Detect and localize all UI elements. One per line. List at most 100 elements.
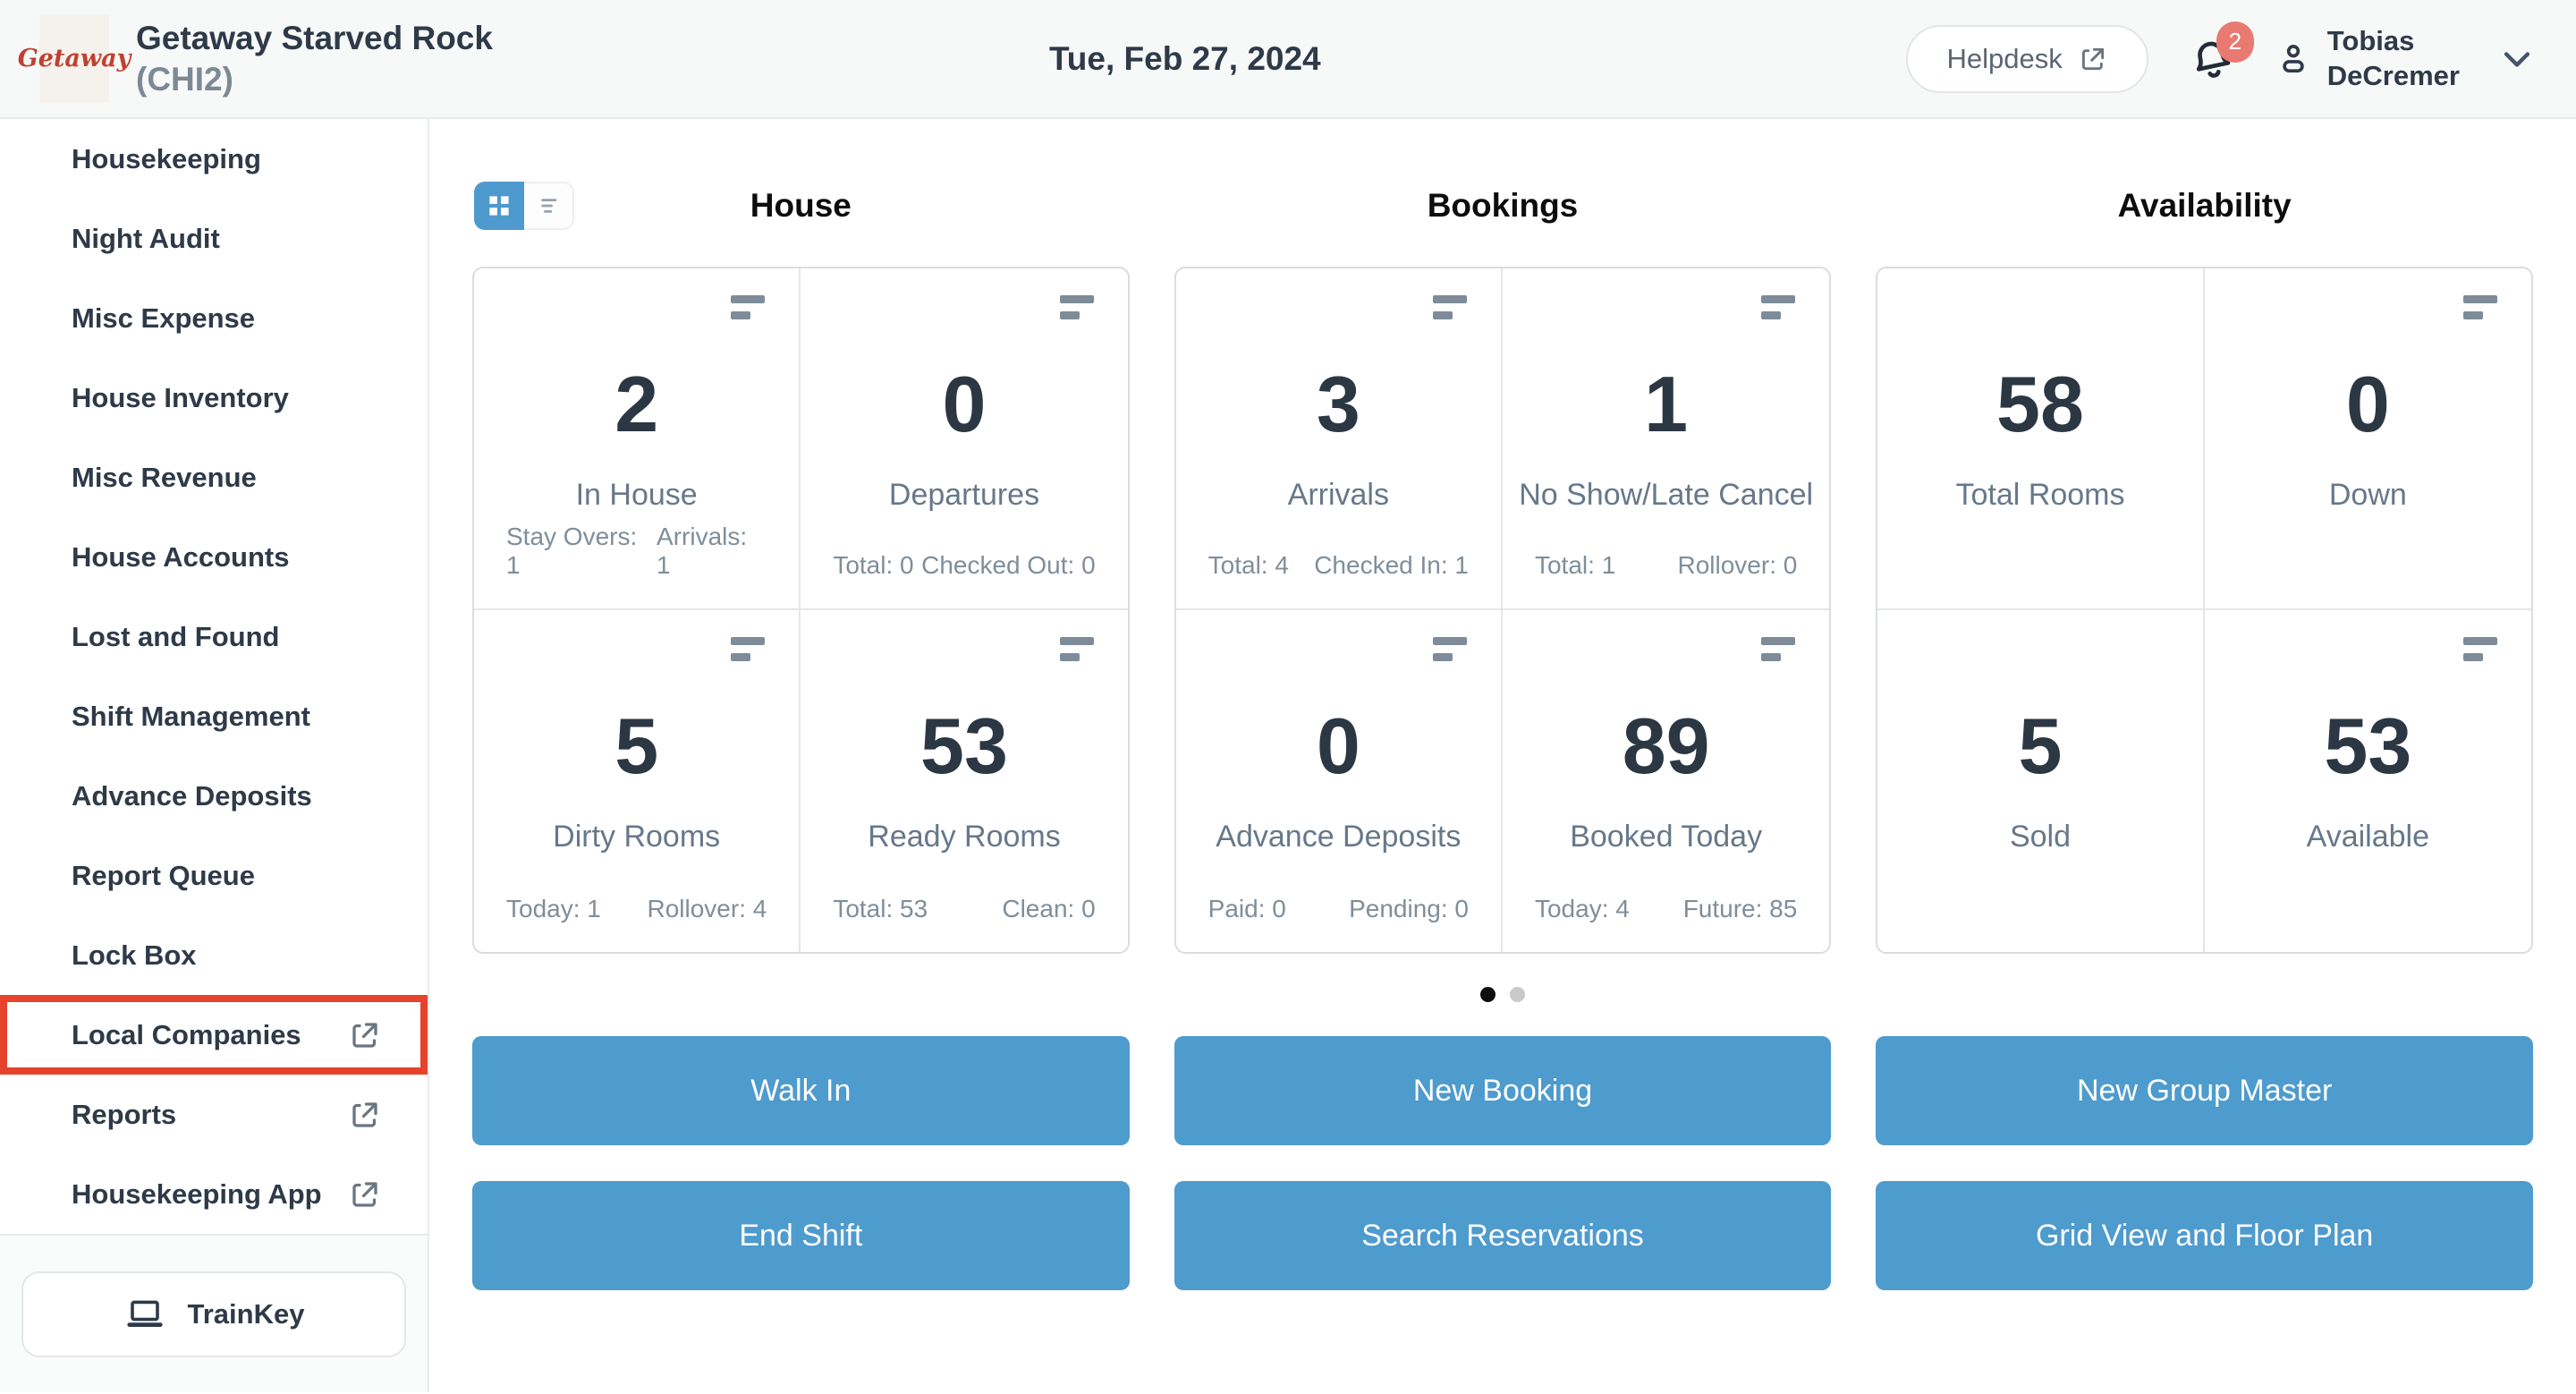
stat-value: 0: [2345, 360, 2390, 448]
stat-label: Available: [2306, 820, 2430, 854]
sidebar-item-local-companies[interactable]: Local Companies: [0, 995, 428, 1075]
sidebar-item-housekeeping-app[interactable]: Housekeeping App: [0, 1154, 428, 1234]
sidebar-item-label: House Accounts: [72, 540, 290, 573]
user-menu[interactable]: Tobias DeCremer: [2274, 24, 2460, 94]
stat-footer: Stay Overs: 1 Arrivals: 1: [506, 523, 767, 580]
stat-card-booked-today[interactable]: 89 Booked Today Today: 4 Future: 85: [1503, 610, 1829, 952]
panels: 2 In House Stay Overs: 1 Arrivals: 1 0 Depart…: [472, 267, 2533, 954]
card-menu-icon[interactable]: [1432, 295, 1467, 319]
card-menu-icon[interactable]: [1059, 295, 1094, 319]
stat-value: 0: [942, 360, 987, 448]
sidebar-item-label: Reports: [72, 1098, 177, 1130]
stat-footer-right: Rollover: 4: [647, 895, 767, 922]
stat-value: 1: [1644, 360, 1689, 448]
notifications-button[interactable]: 2: [2186, 21, 2254, 84]
card-menu-icon[interactable]: [1761, 637, 1796, 661]
action-button-search-reservations[interactable]: Search Reservations: [1174, 1181, 1832, 1290]
stat-footer-right: Clean: 0: [1002, 895, 1096, 922]
action-button-walk-in[interactable]: Walk In: [472, 1036, 1130, 1145]
stat-card-advance-deposits[interactable]: 0 Advance Deposits Paid: 0 Pending: 0: [1176, 610, 1503, 952]
stat-footer-right: Checked Out: 0: [921, 551, 1096, 579]
carousel-dot[interactable]: [1510, 986, 1525, 1002]
trainkey-label: TrainKey: [187, 1297, 305, 1330]
action-button-grid-view-and-floor-plan[interactable]: Grid View and Floor Plan: [1876, 1181, 2533, 1290]
sidebar-item-label: Lock Box: [72, 939, 197, 971]
sidebar-item-misc-expense[interactable]: Misc Expense: [0, 278, 428, 358]
stat-card-departures[interactable]: 0 Departures Total: 0 Checked Out: 0: [801, 268, 1128, 610]
section-title-house: House: [750, 186, 852, 224]
chevron-down-icon[interactable]: [2497, 39, 2537, 79]
card-menu-icon[interactable]: [2463, 637, 2497, 661]
sidebar-item-misc-revenue[interactable]: Misc Revenue: [0, 438, 428, 517]
sidebar-item-housekeeping[interactable]: Housekeeping: [0, 119, 428, 199]
section-title-bookings: Bookings: [1427, 186, 1579, 224]
stat-footer-left: Today: 1: [506, 895, 601, 922]
card-menu-icon[interactable]: [1059, 637, 1094, 661]
action-buttons: Walk In New Booking New Group Master End Sh…: [472, 1036, 2533, 1290]
card-menu-icon[interactable]: [731, 637, 766, 661]
stat-card-down[interactable]: 0 Down: [2204, 268, 2531, 610]
action-button-end-shift[interactable]: End Shift: [472, 1181, 1130, 1290]
stat-value: 5: [614, 701, 659, 790]
sidebar-item-advance-deposits[interactable]: Advance Deposits: [0, 756, 428, 836]
stat-card-in-house[interactable]: 2 In House Stay Overs: 1 Arrivals: 1: [474, 268, 801, 610]
external-link-icon: [352, 1181, 377, 1207]
logo-text: Getaway: [17, 45, 131, 72]
stat-card-no-show-late-cancel[interactable]: 1 No Show/Late Cancel Total: 1 Rollover: 0: [1502, 268, 1830, 610]
sidebar-item-label: Advance Deposits: [72, 779, 312, 812]
stat-card-dirty-rooms[interactable]: 5 Dirty Rooms Today: 1 Rollover: 4: [474, 610, 801, 952]
action-button-new-booking[interactable]: New Booking: [1174, 1036, 1832, 1145]
stat-footer-right: Rollover: 0: [1677, 551, 1798, 579]
view-toggle: [474, 182, 574, 230]
current-date: Tue, Feb 27, 2024: [1048, 39, 1321, 77]
stat-label: Ready Rooms: [868, 820, 1061, 854]
stat-card-ready-rooms[interactable]: 53 Ready Rooms Total: 53 Clean: 0: [801, 610, 1127, 952]
card-menu-icon[interactable]: [1761, 295, 1796, 319]
stat-value: 53: [2324, 701, 2412, 790]
external-link-icon: [352, 1101, 377, 1127]
sidebar-item-reports[interactable]: Reports: [0, 1075, 428, 1154]
sidebar-item-label: Local Companies: [72, 1018, 301, 1050]
property-title: Getaway Starved Rock (CHI2): [136, 18, 493, 98]
helpdesk-label: Helpdesk: [1946, 42, 2063, 74]
grid-view-toggle[interactable]: [474, 182, 524, 230]
card-menu-icon[interactable]: [2463, 295, 2497, 319]
stat-label: Down: [2328, 478, 2407, 512]
stat-footer: Total: 4 Checked In: 1: [1208, 551, 1469, 580]
user-name: Tobias DeCremer: [2327, 24, 2460, 94]
sidebar-item-night-audit[interactable]: Night Audit: [0, 199, 428, 278]
sidebar: Housekeeping Night Audit Misc Expense House…: [0, 119, 429, 1392]
sidebar-item-shift-management[interactable]: Shift Management: [0, 676, 428, 756]
helpdesk-button[interactable]: Helpdesk: [1905, 24, 2148, 93]
sidebar-item-house-accounts[interactable]: House Accounts: [0, 517, 428, 597]
stat-label: Booked Today: [1570, 820, 1763, 854]
stat-value: 53: [920, 701, 1008, 790]
stat-value: 3: [1316, 360, 1360, 448]
stat-label: In House: [575, 478, 698, 512]
sidebar-item-report-queue[interactable]: Report Queue: [0, 836, 428, 915]
carousel-dot[interactable]: [1480, 986, 1496, 1002]
trainkey-button[interactable]: TrainKey: [21, 1271, 406, 1357]
stat-card-arrivals[interactable]: 3 Arrivals Total: 4 Checked In: 1: [1175, 268, 1503, 610]
sidebar-item-lock-box[interactable]: Lock Box: [0, 915, 428, 995]
stat-footer-left: Today: 4: [1534, 895, 1630, 922]
sidebar-item-label: Lost and Found: [72, 620, 280, 652]
sidebar-item-house-inventory[interactable]: House Inventory: [0, 358, 428, 438]
stat-card-total-rooms[interactable]: 58 Total Rooms: [1877, 268, 2205, 610]
card-menu-icon[interactable]: [731, 295, 766, 319]
stat-card-available[interactable]: 53 Available: [2205, 610, 2531, 952]
grid-icon: [489, 196, 509, 216]
sidebar-item-lost-and-found[interactable]: Lost and Found: [0, 597, 428, 676]
user-first-name: Tobias: [2326, 24, 2415, 56]
card-menu-icon[interactable]: [1432, 637, 1467, 661]
stat-card-sold[interactable]: 5 Sold: [1877, 610, 2205, 952]
stat-value: 5: [2018, 701, 2063, 790]
list-view-toggle[interactable]: [524, 182, 574, 230]
sidebar-item-label: Housekeeping: [72, 142, 261, 174]
stat-footer: Total: 0 Checked Out: 0: [833, 551, 1095, 580]
sidebar-item-label: Report Queue: [72, 859, 255, 891]
stat-value: 2: [614, 360, 659, 448]
action-button-new-group-master[interactable]: New Group Master: [1876, 1036, 2533, 1145]
topbar-right: Helpdesk 2 Tobias DeCremer: [1905, 21, 2537, 94]
